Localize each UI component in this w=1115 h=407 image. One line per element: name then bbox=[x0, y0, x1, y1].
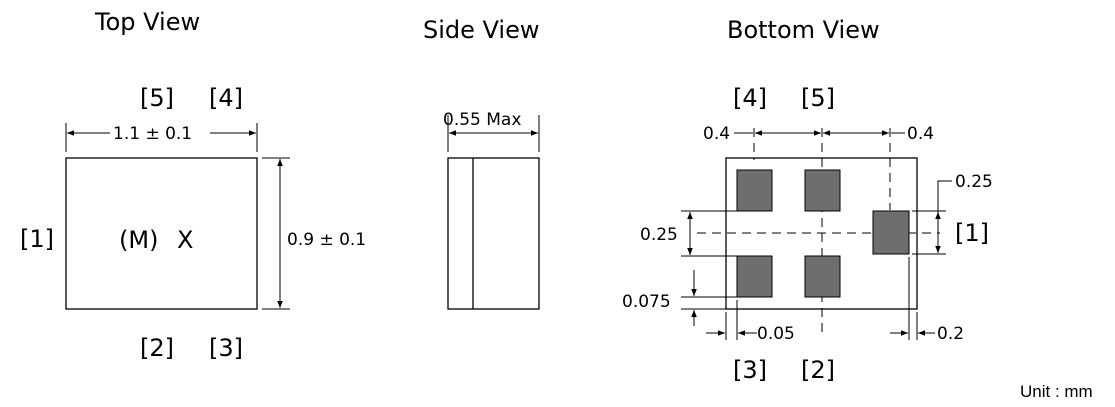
bottom-view-title: Bottom View bbox=[727, 16, 880, 44]
bottom-pin-4: [4] bbox=[733, 84, 767, 112]
top-pin-2: [2] bbox=[140, 334, 174, 362]
top-view-title: Top View bbox=[94, 8, 200, 36]
top-pin-1: [1] bbox=[20, 225, 54, 253]
top-pin-5: [5] bbox=[140, 84, 174, 112]
pad-offset-bottom-dimension: 0.05 bbox=[757, 324, 795, 344]
pitch-right-dimension: 0.4 bbox=[907, 124, 934, 144]
top-view-body bbox=[65, 157, 258, 310]
top-view: Top View [5] [4] [2] [3] [1] (M) X 1.1 ±… bbox=[20, 8, 366, 362]
side-view: Side View 0.55 Max bbox=[423, 16, 540, 310]
marking-code: (M) bbox=[119, 226, 158, 254]
bottom-pin-1: [1] bbox=[955, 219, 989, 247]
bottom-view: Bottom View [4] [5] [3] [2] [1] 0.4 0.4 … bbox=[622, 16, 993, 384]
unit-label: Unit : mm bbox=[1020, 382, 1093, 401]
top-pin-3: [3] bbox=[209, 334, 243, 362]
pad1-height-dimension: 0.25 bbox=[955, 172, 993, 192]
marking-letter: X bbox=[177, 226, 193, 254]
gap-left-dimension: 0.25 bbox=[640, 225, 678, 245]
top-pin-4: [4] bbox=[209, 84, 243, 112]
pad-3 bbox=[736, 255, 773, 298]
side-view-title: Side View bbox=[423, 16, 539, 44]
bottom-pin-3: [3] bbox=[733, 356, 767, 384]
pad-5 bbox=[804, 169, 841, 212]
pad-right-edge-dimension: 0.2 bbox=[937, 324, 964, 344]
pad1-height-leader bbox=[937, 180, 952, 212]
pad-1 bbox=[872, 210, 910, 255]
pad-2 bbox=[804, 255, 841, 298]
bottom-pin-2: [2] bbox=[801, 356, 835, 384]
side-view-body bbox=[447, 157, 540, 310]
bottom-pin-5: [5] bbox=[801, 84, 835, 112]
pad-4 bbox=[736, 169, 773, 212]
pad-offset-left-dimension: 0.075 bbox=[622, 292, 671, 312]
pitch-left-dimension: 0.4 bbox=[703, 124, 730, 144]
width-dimension: 1.1 ± 0.1 bbox=[113, 124, 192, 144]
height-dimension: 0.9 ± 0.1 bbox=[287, 230, 366, 250]
side-height-dimension: 0.55 Max bbox=[443, 110, 521, 130]
